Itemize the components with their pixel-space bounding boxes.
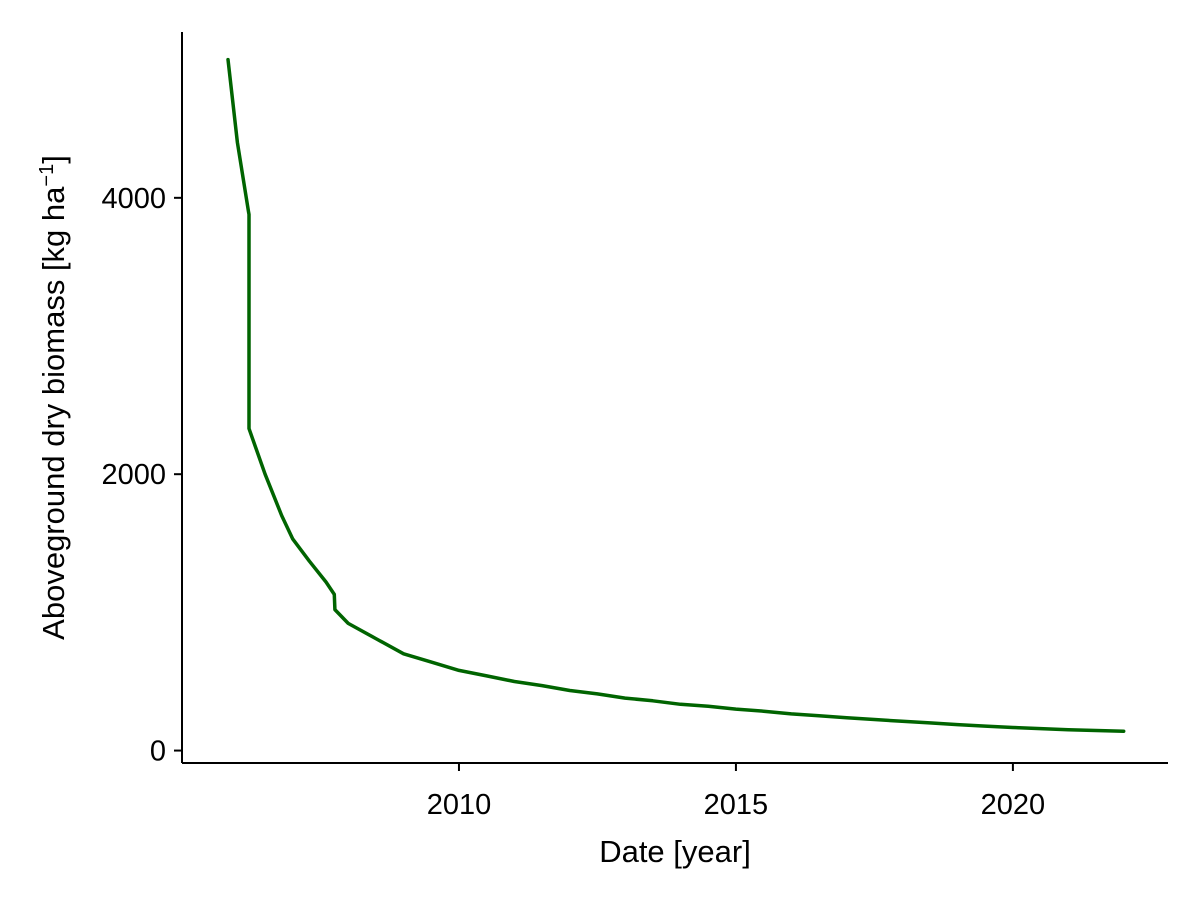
series-group — [226, 57, 1126, 733]
y-tick-label: 4000 — [101, 183, 166, 215]
y-tick-label: 2000 — [101, 459, 166, 491]
x-tick-label: 2020 — [981, 789, 1046, 821]
y-axis-title-close: ] — [36, 155, 71, 164]
x-axis-ticks: 2010 2015 2020 — [427, 763, 1045, 821]
x-tick-label: 2015 — [704, 789, 769, 821]
y-tick-label: 0 — [150, 736, 166, 768]
series-line — [226, 57, 1126, 733]
y-axis-ticks: 0 2000 4000 — [101, 183, 182, 768]
y-axis-title: Aboveground dry biomass [kg ha−1] — [36, 155, 71, 640]
y-axis-title-main: Aboveground dry biomass [kg ha — [36, 186, 71, 640]
y-axis-title-superscript: −1 — [36, 164, 58, 187]
x-axis-title: Date [year] — [599, 834, 751, 869]
x-tick-label: 2010 — [427, 789, 492, 821]
